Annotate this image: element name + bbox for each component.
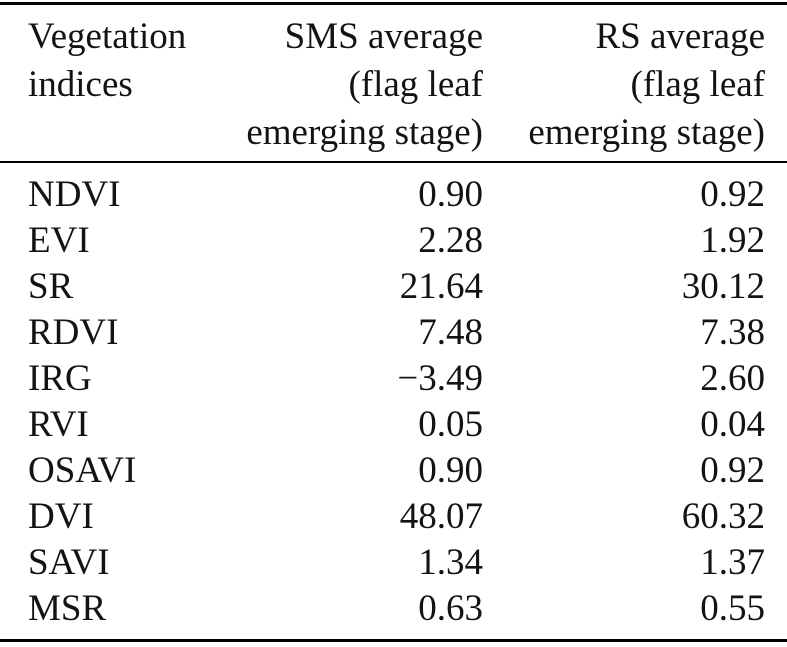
table-row: IRG −3.49 2.60 (0, 356, 787, 402)
row-index-label: OSAVI (28, 450, 137, 491)
rs-value-cell: 0.55 (700, 588, 765, 629)
table-header: Vegetation indices SMS average (flag lea… (0, 3, 787, 163)
table-row: EVI 2.28 1.92 (0, 218, 787, 264)
sms-value-cell: 48.07 (399, 496, 483, 537)
header-vegetation-indices: Vegetation indices (0, 3, 240, 163)
header-line: emerging stage) (528, 112, 765, 153)
row-index-label: IRG (28, 358, 92, 399)
header-line: Vegetation (28, 16, 187, 57)
rs-value-cell: 60.32 (681, 496, 765, 537)
header-line: (flag leaf (630, 64, 765, 105)
sms-value-cell: 2.28 (418, 220, 483, 261)
sms-value-cell: 0.05 (418, 404, 483, 445)
header-line: emerging stage) (246, 112, 483, 153)
table-row: RVI 0.05 0.04 (0, 402, 787, 448)
table-row: SAVI 1.34 1.37 (0, 540, 787, 586)
rs-value-cell: 0.92 (700, 450, 765, 491)
sms-value-cell: 0.90 (418, 174, 483, 215)
header-line: (flag leaf (348, 64, 483, 105)
header-rs-average: RS average (flag leaf emerging stage) (485, 3, 787, 163)
header-line: indices (28, 64, 133, 105)
table-row: MSR 0.63 0.55 (0, 586, 787, 641)
sms-value-cell: 21.64 (399, 266, 483, 307)
rs-value-cell: 0.92 (700, 174, 765, 215)
header-line: RS average (595, 16, 765, 57)
rs-value-cell: 1.37 (700, 542, 765, 583)
rs-value-cell: 7.38 (700, 312, 765, 353)
sms-value-cell: 7.48 (418, 312, 483, 353)
table-row: NDVI 0.90 0.92 (0, 162, 787, 218)
header-line: SMS average (284, 16, 483, 57)
row-index-label: MSR (28, 588, 107, 629)
row-index-label: EVI (28, 220, 90, 261)
row-index-label: DVI (28, 496, 94, 537)
rs-value-cell: 2.60 (700, 358, 765, 399)
row-index-label: SAVI (28, 542, 110, 583)
rs-value-cell: 30.12 (681, 266, 765, 307)
header-row: Vegetation indices SMS average (flag lea… (0, 3, 787, 163)
sms-value-cell: 1.34 (418, 542, 483, 583)
table-row: RDVI 7.48 7.38 (0, 310, 787, 356)
row-index-label: RVI (28, 404, 89, 445)
sms-value-cell: −3.49 (397, 358, 483, 399)
sms-value-cell: 0.90 (418, 450, 483, 491)
table-row: SR 21.64 30.12 (0, 264, 787, 310)
table-row: DVI 48.07 60.32 (0, 494, 787, 540)
row-index-label: SR (28, 266, 74, 307)
table-row: OSAVI 0.90 0.92 (0, 448, 787, 494)
sms-value-cell: 0.63 (418, 588, 483, 629)
header-sms-average: SMS average (flag leaf emerging stage) (240, 3, 485, 163)
table-body: NDVI 0.90 0.92 EVI 2.28 1.92 SR 21.64 30… (0, 162, 787, 641)
rs-value-cell: 0.04 (700, 404, 765, 445)
row-index-label: RDVI (28, 312, 119, 353)
rs-value-cell: 1.92 (700, 220, 765, 261)
row-index-label: NDVI (28, 174, 121, 215)
